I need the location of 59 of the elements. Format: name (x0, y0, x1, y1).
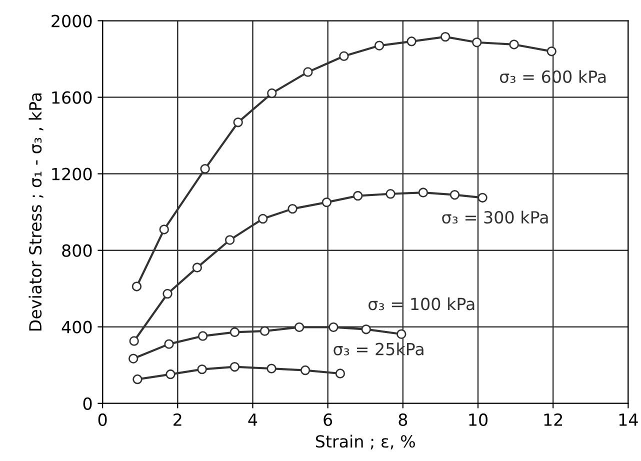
point (418, 188, 428, 198)
series-label: σ₃ = 100 kPa (368, 297, 474, 310)
point (339, 51, 349, 61)
point (478, 192, 488, 203)
point (166, 369, 176, 380)
point (233, 117, 243, 128)
point (197, 364, 207, 374)
y-tick-label: 1200 (52, 168, 92, 180)
point (335, 368, 346, 378)
point (328, 322, 338, 332)
point (266, 364, 276, 374)
x-tick-label: 4 (248, 414, 258, 426)
series-label: σ₃ = 300 kPa (442, 210, 548, 224)
point (224, 235, 235, 245)
point (322, 197, 332, 208)
point (509, 40, 519, 50)
point (472, 38, 482, 48)
point (132, 374, 142, 384)
point (303, 67, 313, 77)
point (353, 190, 363, 201)
point (258, 214, 268, 224)
point (406, 36, 416, 46)
point (230, 327, 240, 338)
point (450, 190, 460, 200)
x-tick-label: 2 (174, 413, 182, 426)
point (128, 354, 138, 364)
point (396, 329, 406, 339)
x-tick-label: 10 (469, 413, 488, 426)
point (374, 40, 384, 50)
y-tick-label: 0 (83, 397, 92, 410)
point (440, 32, 450, 42)
point (129, 336, 139, 346)
point (546, 46, 556, 56)
x-tick-label: 12 (544, 413, 562, 426)
y-tick-label: 800 (62, 244, 92, 257)
point (386, 189, 396, 199)
point (164, 339, 174, 349)
point (198, 331, 208, 341)
point (162, 288, 172, 299)
point (300, 365, 310, 376)
x-tick-label: 0 (98, 413, 107, 426)
x-tick-label: 6 (324, 413, 332, 426)
point (200, 164, 210, 174)
point (267, 88, 277, 98)
x-tick-label: 14 (619, 414, 638, 426)
point (192, 262, 202, 272)
point (132, 282, 142, 292)
x-axis-title: Strain ; ε, % (316, 434, 415, 450)
point (288, 204, 298, 214)
y-tick-label: 400 (62, 320, 92, 334)
x-tick-label: 8 (398, 413, 408, 426)
y-tick-label: 2000 (52, 14, 92, 28)
y-axis-title: Deviator Stress ; σ₁ - σ₃ , kPa (28, 93, 44, 331)
point (361, 324, 371, 334)
point (230, 362, 240, 372)
point (294, 322, 304, 332)
point (159, 224, 169, 234)
y-tick-label: 1600 (52, 91, 92, 104)
point (260, 326, 270, 336)
